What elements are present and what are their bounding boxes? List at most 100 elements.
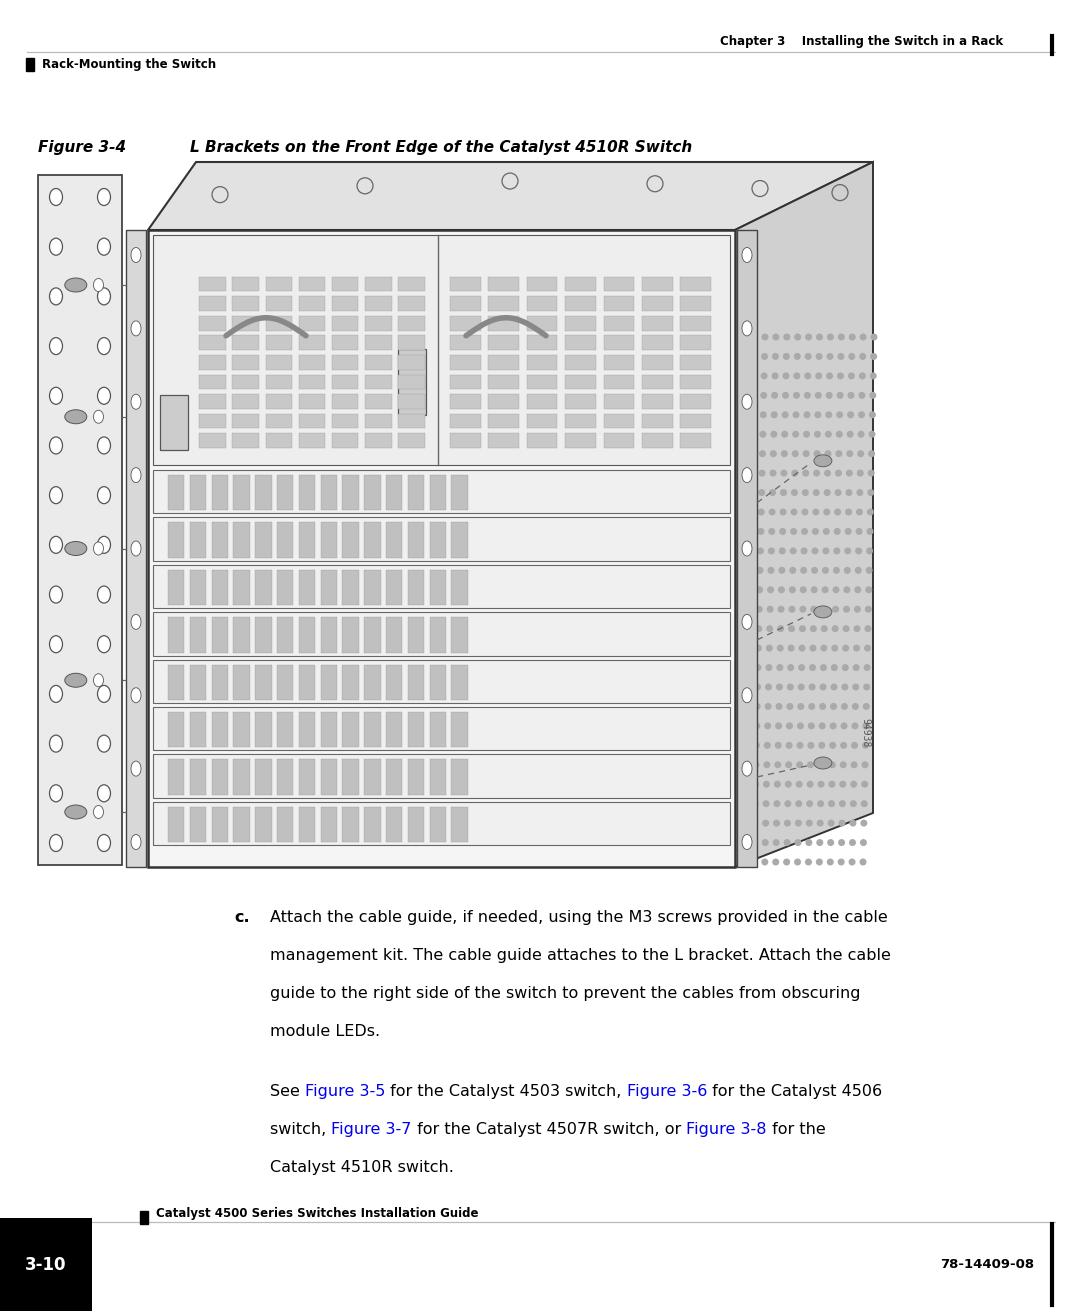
Bar bbox=[299, 375, 325, 389]
Circle shape bbox=[799, 665, 805, 670]
Bar bbox=[364, 712, 380, 747]
Circle shape bbox=[784, 859, 789, 865]
Bar bbox=[276, 759, 294, 794]
Ellipse shape bbox=[742, 688, 752, 703]
Bar bbox=[527, 355, 557, 370]
Circle shape bbox=[746, 548, 753, 553]
Circle shape bbox=[819, 742, 825, 749]
Circle shape bbox=[801, 548, 807, 553]
Circle shape bbox=[764, 762, 770, 767]
Bar bbox=[255, 570, 271, 606]
Bar bbox=[364, 522, 380, 557]
Circle shape bbox=[826, 392, 832, 399]
Text: Attach the cable guide, if needed, using the M3 screws provided in the cable: Attach the cable guide, if needed, using… bbox=[270, 910, 888, 926]
Bar bbox=[266, 355, 292, 370]
Circle shape bbox=[838, 354, 843, 359]
Circle shape bbox=[820, 704, 825, 709]
Circle shape bbox=[825, 451, 831, 456]
Text: Figure 3-8: Figure 3-8 bbox=[686, 1122, 767, 1137]
Bar bbox=[430, 570, 446, 606]
Circle shape bbox=[778, 625, 783, 632]
Bar bbox=[190, 522, 206, 557]
Bar bbox=[266, 395, 292, 409]
Bar bbox=[200, 355, 226, 370]
Bar bbox=[153, 518, 730, 561]
Circle shape bbox=[786, 762, 792, 767]
Circle shape bbox=[765, 742, 770, 749]
Circle shape bbox=[756, 625, 761, 632]
Bar bbox=[386, 617, 403, 653]
Bar bbox=[451, 665, 468, 700]
Circle shape bbox=[797, 762, 802, 767]
Bar bbox=[168, 617, 185, 653]
Ellipse shape bbox=[97, 387, 110, 404]
Circle shape bbox=[835, 528, 840, 535]
Bar bbox=[321, 570, 337, 606]
Circle shape bbox=[779, 568, 785, 573]
Circle shape bbox=[814, 431, 820, 437]
Bar bbox=[450, 336, 481, 350]
Ellipse shape bbox=[814, 606, 832, 617]
Circle shape bbox=[788, 665, 794, 670]
Circle shape bbox=[788, 645, 794, 650]
Bar bbox=[299, 277, 325, 291]
Circle shape bbox=[819, 781, 824, 787]
Circle shape bbox=[823, 548, 828, 553]
Circle shape bbox=[788, 625, 795, 632]
Circle shape bbox=[829, 781, 835, 787]
Circle shape bbox=[802, 471, 809, 476]
Bar bbox=[200, 336, 226, 350]
Bar bbox=[255, 475, 271, 510]
Circle shape bbox=[835, 490, 841, 496]
Circle shape bbox=[860, 374, 865, 379]
Bar bbox=[200, 395, 226, 409]
Circle shape bbox=[853, 684, 859, 690]
Bar bbox=[153, 235, 730, 465]
Text: guide to the right side of the switch to prevent the cables from obscuring: guide to the right side of the switch to… bbox=[270, 986, 861, 1002]
Ellipse shape bbox=[742, 395, 752, 409]
Bar bbox=[451, 522, 468, 557]
Bar bbox=[365, 395, 392, 409]
Circle shape bbox=[750, 431, 755, 437]
Bar bbox=[190, 475, 206, 510]
Circle shape bbox=[828, 840, 834, 846]
Circle shape bbox=[858, 451, 864, 456]
Bar bbox=[430, 759, 446, 794]
Circle shape bbox=[862, 762, 868, 767]
Bar bbox=[451, 712, 468, 747]
Circle shape bbox=[785, 781, 791, 787]
Text: Figure 3-5: Figure 3-5 bbox=[305, 1084, 386, 1099]
Circle shape bbox=[793, 451, 798, 456]
Circle shape bbox=[795, 840, 800, 846]
Circle shape bbox=[860, 859, 866, 865]
Circle shape bbox=[855, 568, 861, 573]
Circle shape bbox=[867, 509, 873, 515]
Circle shape bbox=[833, 625, 838, 632]
Circle shape bbox=[775, 724, 782, 729]
Circle shape bbox=[758, 509, 764, 515]
Circle shape bbox=[806, 840, 812, 846]
Circle shape bbox=[822, 587, 828, 593]
Bar bbox=[642, 375, 673, 389]
Ellipse shape bbox=[50, 586, 63, 603]
Circle shape bbox=[841, 704, 847, 709]
Bar bbox=[153, 659, 730, 703]
Circle shape bbox=[864, 704, 869, 709]
Bar bbox=[342, 712, 359, 747]
Bar bbox=[408, 617, 424, 653]
Circle shape bbox=[741, 821, 746, 826]
Circle shape bbox=[780, 548, 785, 553]
Circle shape bbox=[789, 568, 796, 573]
Circle shape bbox=[799, 645, 805, 650]
Bar bbox=[153, 612, 730, 656]
Circle shape bbox=[806, 859, 811, 865]
Bar bbox=[399, 395, 424, 409]
Bar bbox=[266, 414, 292, 429]
Text: L Brackets on the Front Edge of the Catalyst 4510R Switch: L Brackets on the Front Edge of the Cata… bbox=[148, 140, 692, 155]
Bar bbox=[299, 316, 325, 330]
Bar bbox=[190, 570, 206, 606]
Bar bbox=[399, 336, 424, 350]
Circle shape bbox=[780, 528, 785, 535]
Bar bbox=[332, 395, 359, 409]
Ellipse shape bbox=[131, 468, 141, 482]
